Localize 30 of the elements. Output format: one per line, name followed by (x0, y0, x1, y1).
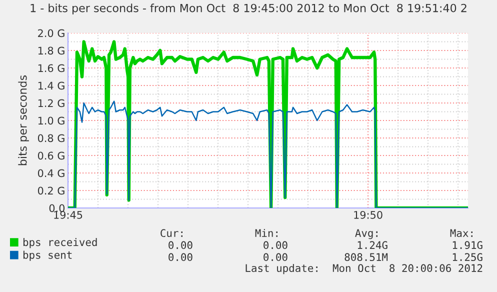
y-tick-label: 1.0 G (38, 116, 64, 125)
text: Avg: (355, 229, 378, 240)
y-tick-label: 1.8 G (38, 46, 64, 55)
y-tick-label: 1.2 G (38, 99, 64, 108)
text: 1.91G (452, 241, 482, 250)
text: 0.00 (168, 241, 192, 250)
text: Min: (255, 228, 278, 237)
text: Cur: (160, 229, 182, 238)
y-tick-label: 0.4 G (38, 169, 64, 178)
chart-title: 1 - bits per seconds - from Mon Oct 8 19:45:00 2012 to Mon Oct 8 19:51:40 2 (30, 4, 466, 14)
text: 1.25G (452, 253, 482, 262)
y-tick-label: 2.0 G (38, 29, 64, 38)
text: 808.51M (344, 253, 388, 262)
text: 0.00 (264, 253, 288, 262)
y-tick-label: 1.6 G (38, 64, 64, 72)
text: 1.24G (358, 241, 388, 250)
text: 0.00 (168, 253, 192, 262)
y-axis-title: bits per seconds (18, 75, 29, 166)
x-tick-label: 19:45 (54, 210, 82, 219)
text: Last update: Mon Oct 8 20:00:06 2012 (246, 264, 482, 274)
x-tick-label: 19:50 (354, 210, 382, 219)
y-tick-label: 0.2 G (38, 186, 64, 195)
legend-label: bps sent (23, 250, 72, 261)
y-tick-label: 0.8 G (38, 134, 64, 142)
legend-label: bps received (23, 238, 97, 248)
text: 0.00 (264, 241, 288, 250)
y-tick-label: 1.4 G (38, 82, 64, 90)
y-tick-label: 0.0 (49, 204, 65, 212)
text: Max: (450, 229, 472, 238)
y-tick-label: 0.6 G (38, 152, 64, 160)
